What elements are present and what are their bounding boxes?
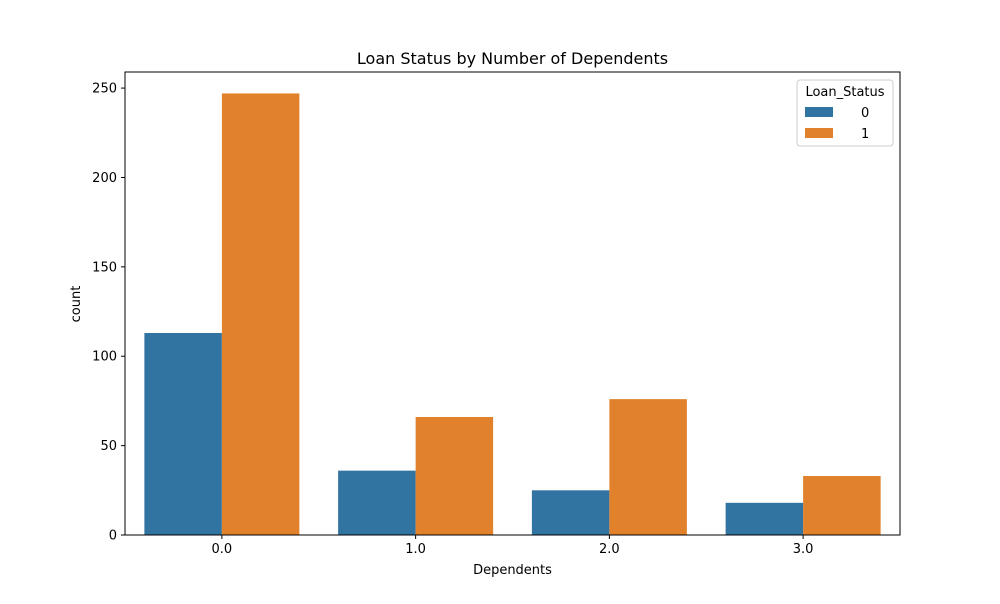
x-tick-label: 2.0 xyxy=(599,542,620,557)
y-axis-label: count xyxy=(69,286,84,323)
x-tick-label: 1.0 xyxy=(405,542,426,557)
y-tick-label: 0 xyxy=(109,529,117,544)
legend-swatch-1 xyxy=(805,128,833,138)
x-tick-label: 3.0 xyxy=(793,542,814,557)
y-tick-label: 250 xyxy=(92,82,117,97)
bar-series-0-3.0 xyxy=(725,502,804,535)
bar-series-0-1.0 xyxy=(338,470,416,535)
y-tick-label: 50 xyxy=(100,439,117,454)
chart-title: Loan Status by Number of Dependents xyxy=(357,49,668,68)
axes-layer: 0 50 100 150 200 250 0.0 1.0 2.0 3.0 xyxy=(92,71,901,557)
bar-series-1-1.0 xyxy=(415,417,494,535)
bar-series-1-0.0 xyxy=(221,93,300,536)
y-tick-label: 100 xyxy=(92,350,117,365)
bars-layer xyxy=(144,93,881,536)
legend-title: Loan_Status xyxy=(805,85,884,100)
x-tick-label: 0.0 xyxy=(212,542,233,557)
legend: Loan_Status 0 1 xyxy=(796,79,894,147)
legend-label-1: 1 xyxy=(861,127,869,142)
plot-frame xyxy=(124,71,901,536)
y-tick-label: 200 xyxy=(92,171,117,186)
legend-swatch-0 xyxy=(805,107,833,117)
y-tick-label: 150 xyxy=(92,260,117,275)
bar-series-1-2.0 xyxy=(609,399,687,535)
bar-series-1-3.0 xyxy=(803,476,881,535)
x-axis-label: Dependents xyxy=(473,563,552,578)
bar-series-0-0.0 xyxy=(144,332,222,535)
legend-label-0: 0 xyxy=(861,106,869,121)
bar-series-0-2.0 xyxy=(531,490,610,535)
